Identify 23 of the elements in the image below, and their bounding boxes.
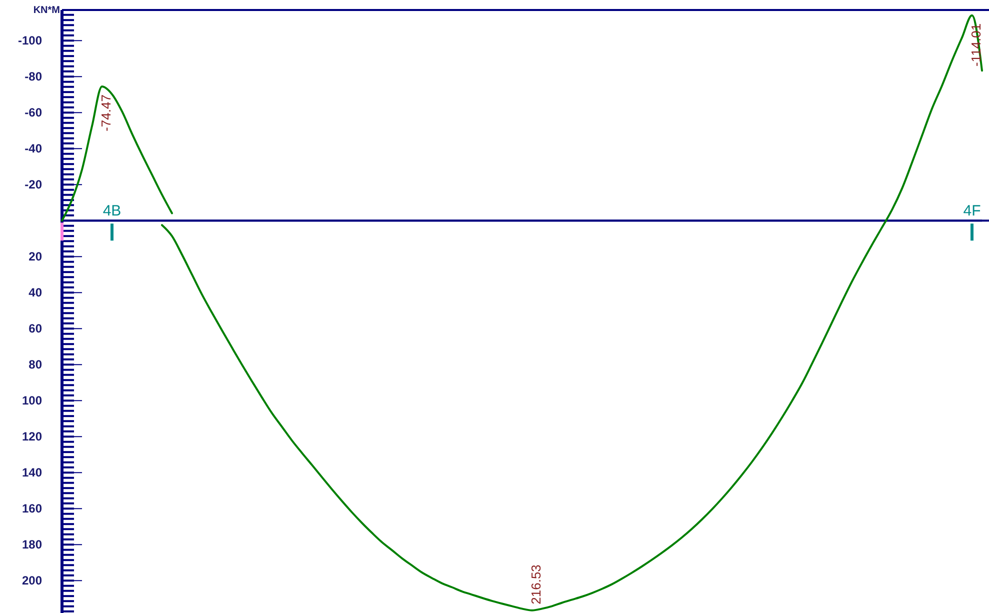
data-label: 216.53 <box>528 564 544 604</box>
y-tick-label: 100 <box>22 393 42 408</box>
y-tick-label: -40 <box>24 141 42 156</box>
y-tick-label: -60 <box>24 105 42 120</box>
x-tick-label: 4F <box>963 202 981 220</box>
x-tick-label: 4B <box>102 202 122 220</box>
y-tick-label: 120 <box>22 429 42 444</box>
y-tick-label: -20 <box>24 177 42 192</box>
y-tick-label: -100 <box>18 33 42 48</box>
y-tick-label: 80 <box>28 357 42 372</box>
y-tick-label: 160 <box>22 501 42 516</box>
data-label: -74.47 <box>98 94 114 132</box>
y-tick-label: 20 <box>28 249 42 264</box>
data-label: -114.01 <box>968 23 984 67</box>
y-tick-label: 180 <box>22 537 42 552</box>
y-tick-label: 200 <box>22 573 42 588</box>
y-tick-label: 140 <box>22 465 42 480</box>
line-series <box>161 14 983 612</box>
y-tick-label: 60 <box>28 321 42 336</box>
y-tick-label: 40 <box>28 285 42 300</box>
y-axis-title: KN*M <box>33 5 60 16</box>
line-series <box>61 86 173 222</box>
y-tick-label: -80 <box>24 69 42 84</box>
